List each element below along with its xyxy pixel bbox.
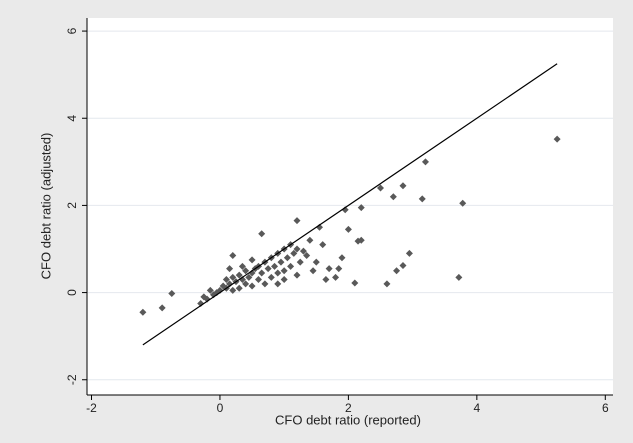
point bbox=[254, 276, 262, 284]
point bbox=[216, 286, 224, 294]
point bbox=[421, 158, 429, 166]
point bbox=[322, 276, 330, 284]
point bbox=[238, 276, 246, 284]
point bbox=[235, 271, 243, 279]
point bbox=[344, 225, 352, 233]
point bbox=[287, 262, 295, 270]
y-tick-label: -2 bbox=[65, 374, 79, 385]
point bbox=[274, 269, 282, 277]
y-tick-label: 4 bbox=[65, 115, 79, 122]
plot-area bbox=[87, 18, 613, 395]
point bbox=[459, 199, 467, 207]
point bbox=[245, 273, 253, 281]
point bbox=[280, 267, 288, 275]
y-axis-title: CFO debt ratio (adjusted) bbox=[38, 133, 53, 280]
y-tick-label: 0 bbox=[65, 289, 79, 296]
y-tick-label: 2 bbox=[65, 202, 79, 209]
point bbox=[296, 258, 304, 266]
point bbox=[274, 280, 282, 288]
x-tick-label: 2 bbox=[345, 401, 352, 415]
point bbox=[418, 195, 426, 203]
point bbox=[261, 280, 269, 288]
point bbox=[293, 245, 301, 253]
point bbox=[389, 193, 397, 201]
point bbox=[338, 254, 346, 262]
point bbox=[206, 286, 214, 294]
point bbox=[293, 271, 301, 279]
point bbox=[197, 299, 205, 307]
point bbox=[267, 273, 275, 281]
point bbox=[242, 280, 250, 288]
point bbox=[222, 276, 230, 284]
point bbox=[158, 304, 166, 312]
point bbox=[335, 265, 343, 273]
point bbox=[238, 262, 246, 270]
x-tick-label: 4 bbox=[473, 401, 480, 415]
point bbox=[248, 256, 256, 264]
point bbox=[312, 258, 320, 266]
point bbox=[303, 252, 311, 260]
point bbox=[341, 206, 349, 214]
point bbox=[332, 273, 340, 281]
point bbox=[242, 267, 250, 275]
x-axis-title: CFO debt ratio (reported) bbox=[275, 412, 421, 427]
point bbox=[306, 236, 314, 244]
point bbox=[229, 273, 237, 281]
point bbox=[309, 267, 317, 275]
point bbox=[455, 273, 463, 281]
point bbox=[293, 217, 301, 225]
point bbox=[319, 241, 327, 249]
point bbox=[553, 135, 561, 143]
point bbox=[377, 184, 385, 192]
point bbox=[229, 286, 237, 294]
point bbox=[226, 265, 234, 273]
y-tick-label: 6 bbox=[65, 27, 79, 34]
point bbox=[226, 280, 234, 288]
point bbox=[271, 262, 279, 270]
point bbox=[229, 252, 237, 260]
point bbox=[357, 204, 365, 212]
point bbox=[258, 269, 266, 277]
fit-line bbox=[142, 63, 558, 346]
point bbox=[139, 308, 147, 316]
point bbox=[290, 249, 298, 257]
point bbox=[248, 282, 256, 290]
point bbox=[277, 258, 285, 266]
point bbox=[168, 289, 176, 297]
point bbox=[354, 237, 362, 245]
point bbox=[264, 265, 272, 273]
point bbox=[383, 280, 391, 288]
point bbox=[315, 223, 323, 231]
point bbox=[399, 182, 407, 190]
point bbox=[283, 254, 291, 262]
point bbox=[299, 247, 307, 255]
point bbox=[258, 230, 266, 238]
x-tick-label: 6 bbox=[602, 401, 609, 415]
x-tick-label: -2 bbox=[86, 401, 97, 415]
point bbox=[325, 265, 333, 273]
point bbox=[248, 269, 256, 277]
point bbox=[280, 276, 288, 284]
point bbox=[235, 284, 243, 292]
point bbox=[203, 295, 211, 303]
point bbox=[399, 262, 407, 270]
point bbox=[351, 279, 359, 287]
point bbox=[405, 249, 413, 257]
point bbox=[393, 267, 401, 275]
x-tick-label: 0 bbox=[217, 401, 224, 415]
